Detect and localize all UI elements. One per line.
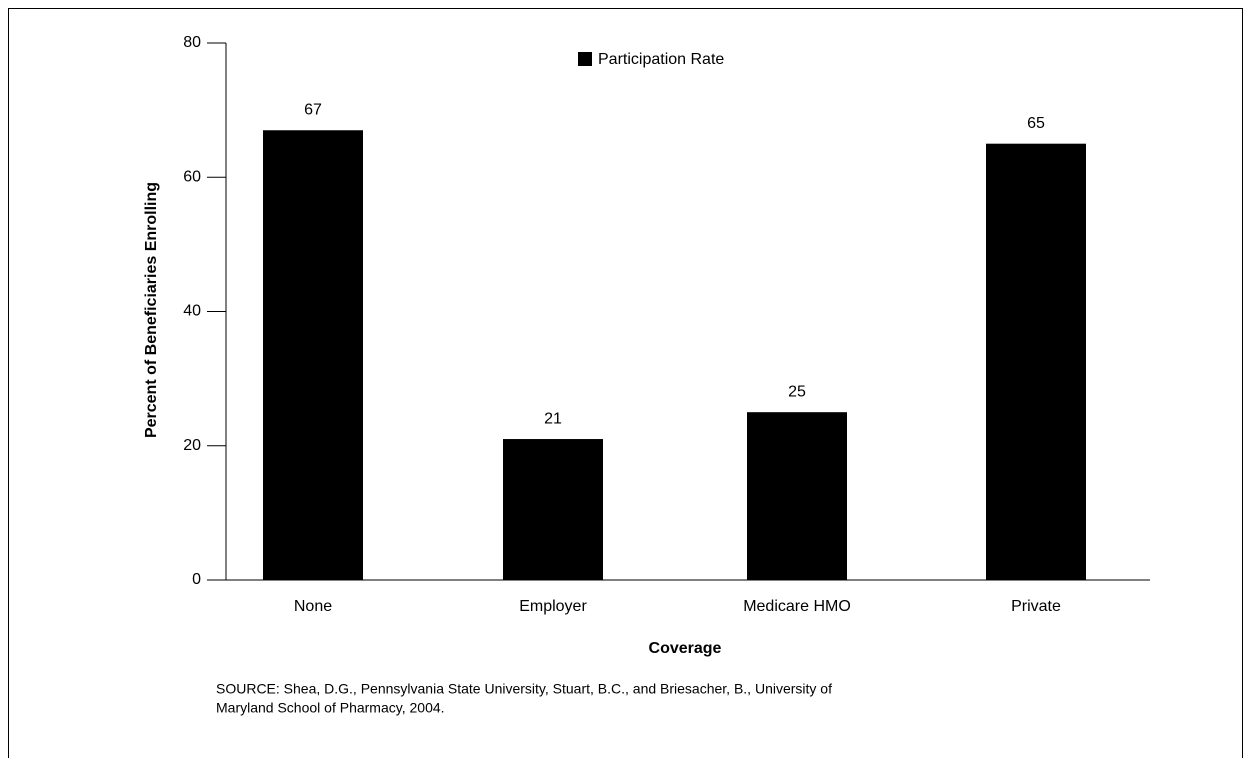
bar [263,130,363,580]
x-tick-label: None [294,598,332,615]
legend-swatch [578,52,592,66]
y-tick-label: 0 [192,571,201,588]
y-tick-label: 20 [183,437,201,454]
x-axis-label: Coverage [649,640,722,657]
y-tick-label: 60 [183,168,201,185]
y-axis-label: Percent of Beneficiaries Enrolling [143,182,160,438]
bar [503,439,603,580]
source-line: SOURCE: Shea, D.G., Pennsylvania State U… [216,681,832,697]
frame [8,8,1243,758]
x-tick-label: Employer [519,598,587,615]
x-tick-label: Medicare HMO [743,598,851,615]
legend-label: Participation Rate [598,51,724,68]
data-label: 67 [304,101,322,118]
y-tick-label: 40 [183,303,201,320]
bar [747,412,847,580]
x-tick-label: Private [1011,598,1061,615]
data-label: 25 [788,383,806,400]
y-tick-label: 80 [183,34,201,51]
bar [986,143,1086,580]
data-label: 21 [544,410,562,427]
data-label: 65 [1027,115,1045,132]
source-line: Maryland School of Pharmacy, 2004. [216,700,445,716]
